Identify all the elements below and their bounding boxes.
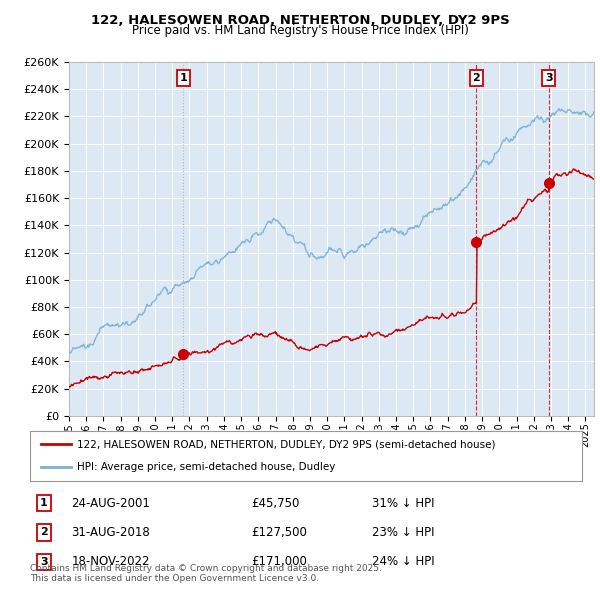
Text: 1: 1 — [179, 73, 187, 83]
Text: £127,500: £127,500 — [251, 526, 307, 539]
Text: 3: 3 — [545, 73, 553, 83]
Text: 24% ↓ HPI: 24% ↓ HPI — [372, 555, 435, 568]
Text: £171,000: £171,000 — [251, 555, 307, 568]
Text: 122, HALESOWEN ROAD, NETHERTON, DUDLEY, DY2 9PS (semi-detached house): 122, HALESOWEN ROAD, NETHERTON, DUDLEY, … — [77, 439, 496, 449]
Text: 3: 3 — [40, 557, 47, 567]
Text: 24-AUG-2001: 24-AUG-2001 — [71, 497, 150, 510]
Text: 23% ↓ HPI: 23% ↓ HPI — [372, 526, 435, 539]
Text: Contains HM Land Registry data © Crown copyright and database right 2025.
This d: Contains HM Land Registry data © Crown c… — [30, 563, 382, 583]
Text: 2: 2 — [40, 527, 47, 537]
Text: Price paid vs. HM Land Registry's House Price Index (HPI): Price paid vs. HM Land Registry's House … — [131, 24, 469, 37]
Text: 122, HALESOWEN ROAD, NETHERTON, DUDLEY, DY2 9PS: 122, HALESOWEN ROAD, NETHERTON, DUDLEY, … — [91, 14, 509, 27]
Text: 31% ↓ HPI: 31% ↓ HPI — [372, 497, 435, 510]
Text: 31-AUG-2018: 31-AUG-2018 — [71, 526, 150, 539]
Text: £45,750: £45,750 — [251, 497, 299, 510]
Text: HPI: Average price, semi-detached house, Dudley: HPI: Average price, semi-detached house,… — [77, 463, 335, 473]
Text: 1: 1 — [40, 498, 47, 508]
Text: 18-NOV-2022: 18-NOV-2022 — [71, 555, 150, 568]
Text: 2: 2 — [473, 73, 481, 83]
